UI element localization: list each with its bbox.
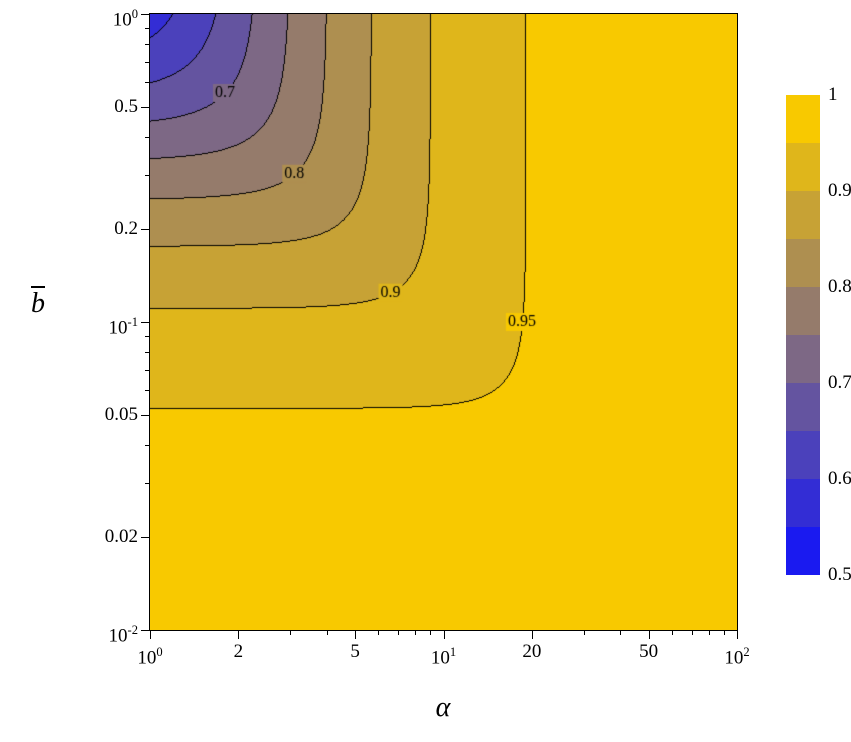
colorbar-band	[786, 191, 820, 239]
colorbar-band	[786, 287, 820, 335]
y-major-tick	[141, 537, 149, 539]
y-major-tick	[141, 322, 149, 323]
colorbar-band	[786, 239, 820, 287]
x-minor-tick	[691, 631, 693, 635]
colorbar-tick-label: 0.5	[828, 564, 851, 585]
x-minor-tick	[430, 631, 432, 635]
plot-area	[149, 13, 738, 631]
x-major-tick	[443, 631, 445, 639]
y-axis-label: b	[12, 288, 64, 320]
colorbar-tick-label: 0.9	[828, 180, 851, 201]
y-tick-label: 0.02	[104, 526, 138, 548]
colorbar	[786, 95, 820, 575]
y-major-tick	[141, 630, 149, 631]
x-major-tick	[238, 631, 240, 639]
contour-canvas	[150, 14, 737, 630]
x-tick-label: 5	[350, 641, 360, 662]
y-tick-label: 0.2	[114, 218, 138, 240]
x-minor-tick	[398, 631, 400, 635]
x-tick-label: 50	[639, 641, 659, 662]
y-major-tick	[141, 229, 149, 231]
y-tick-label: 10-1	[108, 315, 138, 339]
y-tick-label: 10-2	[108, 623, 138, 647]
x-major-tick	[355, 631, 357, 639]
colorbar-tick-label: 0.8	[828, 276, 851, 297]
colorbar-band	[786, 383, 820, 431]
y-tick-label: 0.5	[114, 95, 138, 117]
x-tick-label: 2	[233, 641, 244, 662]
x-minor-tick	[671, 631, 673, 635]
x-tick-label: 102	[724, 645, 750, 669]
y-axis-label-text: b	[31, 288, 45, 319]
y-major-tick	[141, 106, 149, 108]
x-minor-tick	[415, 631, 417, 635]
colorbar-band	[786, 335, 820, 383]
x-minor-tick	[583, 631, 585, 635]
colorbar-band	[786, 431, 820, 479]
colorbar-band	[786, 479, 820, 527]
x-major-tick	[531, 631, 533, 639]
y-tick-label: 100	[112, 7, 138, 31]
x-minor-tick	[326, 631, 328, 635]
colorbar-band	[786, 143, 820, 191]
x-tick-label: 100	[137, 645, 163, 669]
x-major-tick	[648, 631, 650, 639]
x-tick-label: 101	[430, 645, 457, 669]
x-minor-tick	[708, 631, 710, 635]
x-minor-tick	[378, 631, 380, 635]
colorbar-tick-label: 0.7	[828, 372, 851, 393]
y-tick-label: 0.05	[104, 403, 138, 425]
colorbar-band	[786, 527, 820, 575]
x-minor-tick	[620, 631, 622, 635]
colorbar-band	[786, 95, 820, 143]
x-axis-label: α	[435, 692, 451, 723]
x-major-tick	[150, 631, 151, 639]
y-major-tick	[141, 414, 149, 416]
x-minor-tick	[290, 631, 292, 635]
y-major-tick	[141, 14, 149, 15]
x-minor-tick	[723, 631, 725, 635]
x-major-tick	[737, 631, 738, 639]
x-tick-label: 20	[522, 641, 542, 662]
colorbar-tick-label: 0.6	[828, 468, 851, 489]
colorbar-tick-label: 1	[828, 84, 838, 105]
